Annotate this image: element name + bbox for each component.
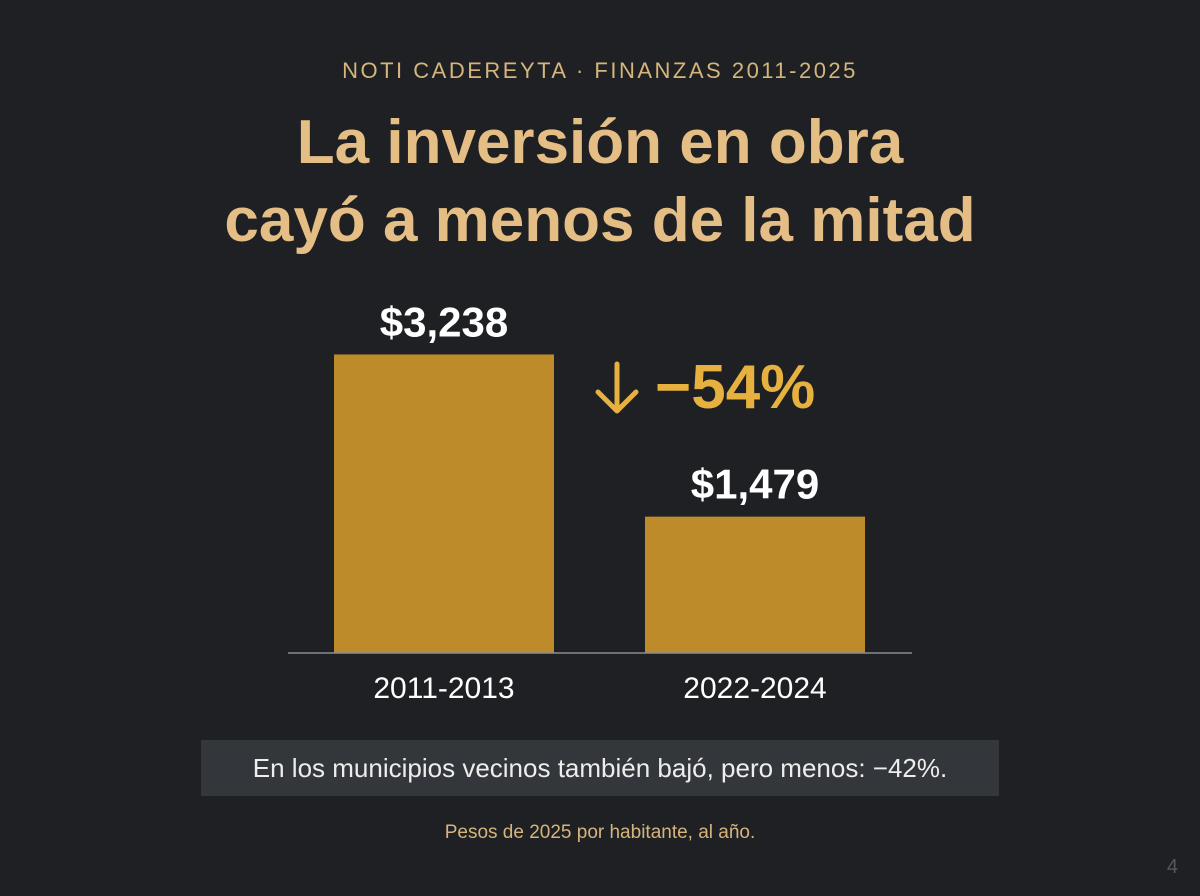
bars-layer: $3,238 2011-2013 $1,479 2022-2024 — [334, 298, 865, 705]
category-label-2022-2024: 2022-2024 — [683, 672, 826, 705]
comparison-note: En los municipios vecinos también bajó, … — [201, 740, 999, 796]
title-line-1: La inversión en obra — [296, 108, 904, 177]
page-title: La inversión en obra cayó a menos de la … — [0, 104, 1200, 260]
kicker: NOTI CADEREYTA · FINANZAS 2011-2025 — [342, 58, 858, 83]
value-label-2022-2024: $1,479 — [691, 461, 819, 508]
bar-2022-2024 — [645, 516, 865, 653]
page-number: 4 — [1166, 856, 1178, 878]
title-line-2: cayó a menos de la mitad — [224, 186, 976, 255]
value-label-2011-2013: $3,238 — [380, 298, 508, 345]
change-label: −54% — [655, 353, 815, 422]
category-label-2011-2013: 2011-2013 — [373, 672, 514, 705]
bar-chart: $3,238 2011-2013 $1,479 2022-2024 −54% — [288, 298, 912, 705]
footnote: Pesos de 2025 por habitante, al año. — [444, 822, 756, 843]
down-arrow-icon — [595, 361, 639, 414]
bar-2011-2013 — [334, 354, 554, 653]
